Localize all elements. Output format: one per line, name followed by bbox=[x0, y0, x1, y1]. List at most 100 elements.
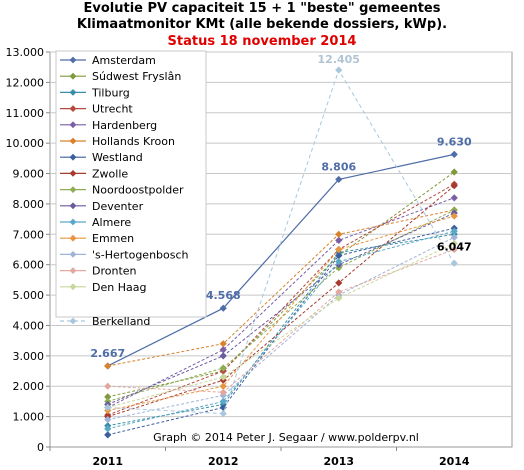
data-point bbox=[335, 236, 343, 244]
data-point bbox=[450, 182, 458, 190]
legend-label: Den Haag bbox=[92, 281, 146, 294]
data-point bbox=[335, 66, 343, 74]
data-label: 8.806 bbox=[321, 160, 356, 173]
data-point bbox=[104, 362, 112, 370]
data-point bbox=[219, 304, 227, 312]
data-label: 9.630 bbox=[437, 135, 472, 148]
legend-label: Hardenberg bbox=[92, 119, 157, 132]
legend-swatch-marker bbox=[69, 170, 77, 177]
data-point bbox=[450, 239, 458, 248]
legend-label: Amsterdam bbox=[92, 54, 156, 67]
data-point bbox=[219, 382, 227, 390]
legend-label: Utrecht bbox=[92, 103, 133, 116]
y-tick-label: 12.000 bbox=[6, 76, 45, 89]
data-point bbox=[450, 245, 458, 254]
y-tick-label: 13.000 bbox=[6, 46, 45, 59]
y-tick-label: 3.000 bbox=[13, 350, 45, 363]
chart-title-line2: Klimaatmonitor KMt (alle bekende dossier… bbox=[76, 17, 448, 32]
data-point bbox=[335, 251, 343, 260]
data-point bbox=[450, 168, 458, 176]
legend-swatch-marker bbox=[69, 234, 77, 242]
x-tick-label: 2013 bbox=[323, 455, 354, 468]
legend-label: Hollands Kroon bbox=[92, 135, 175, 148]
data-point bbox=[104, 403, 112, 412]
data-point bbox=[335, 230, 343, 238]
data-point bbox=[104, 425, 112, 433]
data-point bbox=[335, 288, 343, 296]
legend-label: Almere bbox=[92, 216, 131, 229]
series-line bbox=[107, 249, 455, 393]
legend-swatch-marker bbox=[69, 251, 77, 258]
data-point bbox=[450, 227, 458, 235]
x-tick-label: 2014 bbox=[439, 455, 470, 468]
y-tick-label: 11.000 bbox=[6, 107, 45, 120]
chart-status: Status 18 november 2014 bbox=[167, 34, 357, 49]
legend-swatch-marker bbox=[69, 267, 77, 274]
data-point bbox=[104, 393, 112, 401]
legend-swatch-marker bbox=[69, 137, 77, 145]
data-point bbox=[450, 233, 458, 241]
y-tick-label: 10.000 bbox=[6, 137, 45, 150]
data-point bbox=[450, 150, 458, 158]
y-tick-label: 4.000 bbox=[13, 319, 45, 332]
y-tick-label: 6.000 bbox=[13, 259, 45, 272]
data-point bbox=[450, 259, 458, 267]
y-tick-label: 9.000 bbox=[13, 168, 45, 181]
legend-label: 's-Hertogenbosch bbox=[92, 248, 189, 261]
axes: 0 1.000 2.000 3.000 4.000 5.000 6.000 7.000 8.00… bbox=[6, 46, 470, 468]
data-point bbox=[104, 431, 112, 439]
data-point bbox=[104, 382, 112, 390]
legend-swatch-marker bbox=[69, 121, 77, 129]
y-tick-label: 8.000 bbox=[13, 198, 45, 211]
data-point bbox=[335, 258, 343, 266]
legend-swatch-marker bbox=[69, 105, 77, 112]
y-tick-label: 0 bbox=[37, 441, 44, 454]
legend-label: Emmen bbox=[92, 232, 134, 245]
series-line bbox=[107, 212, 455, 405]
series-line bbox=[107, 233, 455, 427]
series-line bbox=[107, 68, 455, 415]
data-point bbox=[335, 294, 343, 302]
y-tick-label: 7.000 bbox=[13, 228, 45, 241]
chart-title-line1: Evolutie PV capaciteit 15 + 1 "beste" ge… bbox=[83, 1, 441, 16]
x-tick-label: 2011 bbox=[92, 455, 123, 468]
legend-label: Súdwest Fryslân bbox=[92, 70, 181, 83]
series-line bbox=[107, 171, 455, 398]
data-point bbox=[219, 409, 227, 418]
x-tick-label: 2012 bbox=[208, 455, 239, 468]
y-tick-label: 5.000 bbox=[13, 289, 45, 302]
legend-swatch-marker bbox=[69, 56, 77, 64]
legend-swatch-marker bbox=[69, 153, 77, 161]
legend-swatch-marker bbox=[69, 72, 77, 80]
y-tick-label: 1.000 bbox=[13, 411, 45, 424]
series-line bbox=[107, 209, 455, 367]
legend: Amsterdam Súdwest Fryslân Tilburg Utrecht Ha… bbox=[55, 50, 207, 328]
data-label: 12.405 bbox=[318, 53, 360, 66]
data-point bbox=[219, 364, 227, 372]
legend-swatch-marker bbox=[69, 218, 77, 226]
legend-label: Noordoostpolder bbox=[92, 184, 184, 197]
credit-text: Graph © 2014 Peter J. Segaar / www.polde… bbox=[153, 431, 419, 444]
series-line bbox=[107, 185, 455, 418]
data-point bbox=[219, 388, 227, 396]
data-point bbox=[104, 416, 112, 424]
data-point bbox=[450, 194, 458, 202]
data-point bbox=[335, 175, 343, 184]
y-tick-label: 2.000 bbox=[13, 380, 45, 393]
data-point bbox=[219, 397, 227, 406]
data-point bbox=[219, 352, 227, 360]
series-line bbox=[107, 215, 455, 412]
series-line bbox=[107, 236, 455, 421]
data-point bbox=[219, 340, 227, 348]
data-point bbox=[219, 373, 227, 381]
data-point bbox=[450, 212, 458, 220]
series bbox=[104, 66, 458, 439]
legend-label: Berkelland bbox=[92, 315, 150, 328]
legend-label: Zwolle bbox=[92, 167, 128, 180]
legend-label: Westland bbox=[92, 151, 143, 164]
legend-swatch-marker bbox=[69, 89, 77, 96]
data-label: 4.568 bbox=[206, 289, 241, 302]
legend-label: Deventer bbox=[92, 200, 144, 213]
data-point bbox=[335, 245, 343, 254]
